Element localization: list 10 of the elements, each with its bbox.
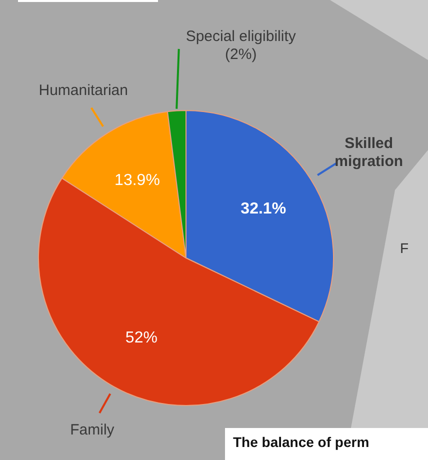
data-label: (2%) (225, 46, 257, 64)
slice-label: Skilled migration (334, 134, 404, 170)
text: The balance of perm (225, 428, 428, 460)
data-label: 32.1% (240, 200, 286, 218)
data-label: 52% (125, 329, 158, 346)
data-label: 13.9% (114, 172, 160, 190)
text: F (400, 240, 409, 256)
slice-label: Humanitarian (38, 82, 128, 100)
slice-label: Family (70, 422, 115, 439)
slice-label: Special eligibility (186, 28, 296, 46)
